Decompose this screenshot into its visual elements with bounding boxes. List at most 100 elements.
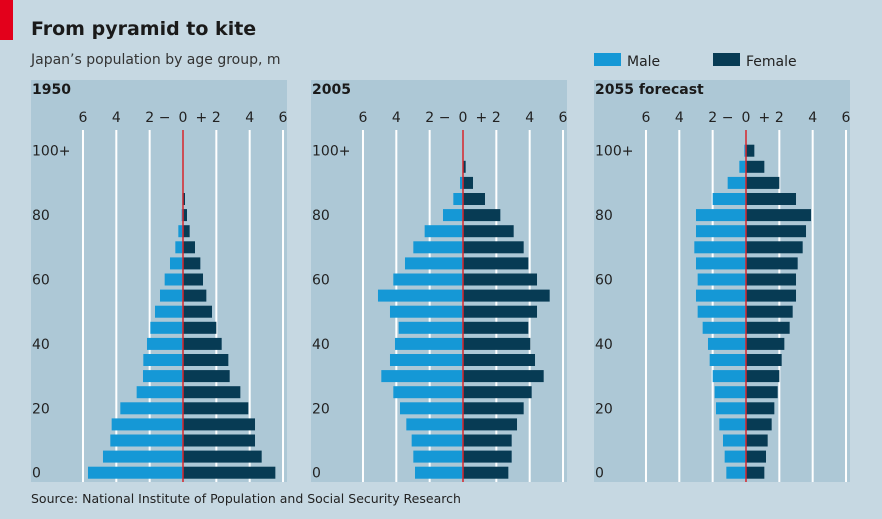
bar-male-65-69 (695, 257, 746, 270)
bar-male-20-24 (120, 402, 183, 415)
bar-female-75-79 (746, 225, 807, 238)
bar-male-30-34 (712, 370, 746, 383)
bar-male-35-39 (709, 354, 746, 366)
bar-male-30-34 (381, 370, 463, 383)
bar-female-95-99 (746, 160, 765, 173)
x-tick-label: + (195, 110, 207, 126)
bar-male-15-19 (111, 418, 183, 431)
bar-female-50-54 (746, 305, 793, 318)
panel-title: 1950 (32, 82, 71, 98)
bar-female-30-34 (183, 370, 230, 383)
bar-male-70-74 (694, 241, 746, 254)
bar-male-85-89 (712, 193, 746, 205)
bar-female-5-9 (183, 450, 262, 463)
bar-female-5-9 (746, 450, 767, 463)
bar-female-55-59 (746, 289, 797, 302)
x-tick-label: − (159, 110, 171, 126)
bar-male-50-54 (389, 305, 463, 318)
bar-female-20-24 (746, 402, 775, 415)
bar-male-55-59 (377, 289, 463, 302)
bar-female-40-44 (183, 337, 222, 350)
x-tick-label: 6 (642, 110, 651, 126)
bar-female-95-99 (463, 160, 466, 173)
bar-male-5-9 (413, 450, 463, 463)
x-tick-label: 0 (742, 110, 751, 126)
bar-female-50-54 (183, 305, 213, 318)
x-tick-label: 0 (459, 110, 468, 126)
bar-male-100+ (744, 144, 746, 157)
bar-female-0-4 (463, 466, 509, 479)
source-note: Source: National Institute of Population… (31, 491, 461, 506)
x-tick-label: + (758, 110, 770, 126)
bar-male-0-4 (414, 466, 463, 479)
bar-male-75-79 (424, 225, 463, 238)
legend-label-male: Male (627, 54, 660, 70)
bar-male-35-39 (143, 354, 183, 366)
y-tick-label: 40 (32, 337, 50, 353)
bar-male-60-64 (164, 273, 183, 286)
x-tick-label: 2 (145, 110, 154, 126)
bar-female-35-39 (183, 354, 229, 366)
x-tick-label: 4 (525, 110, 534, 126)
bar-female-90-94 (463, 176, 474, 189)
panel-background (31, 80, 287, 482)
bar-female-30-34 (463, 370, 544, 383)
bar-male-0-4 (87, 466, 183, 479)
x-tick-label: 2 (708, 110, 717, 126)
bar-female-85-89 (183, 193, 186, 205)
bar-female-25-29 (746, 386, 778, 399)
bar-female-40-44 (746, 337, 785, 350)
accent-bar (0, 0, 13, 40)
y-tick-label: 40 (595, 337, 613, 353)
bar-male-80-84 (442, 209, 463, 222)
bar-female-75-79 (183, 225, 190, 238)
bar-male-55-59 (695, 289, 746, 302)
y-tick-label: 0 (595, 466, 604, 482)
bar-female-60-64 (183, 273, 204, 286)
y-tick-label: 20 (312, 401, 330, 417)
bar-male-10-14 (722, 434, 746, 447)
bar-female-65-69 (746, 257, 798, 270)
panel-title: 2055 forecast (595, 82, 704, 98)
bar-male-5-9 (102, 450, 183, 463)
x-tick-label: 6 (79, 110, 88, 126)
bar-female-85-89 (746, 193, 797, 205)
chart-title: From pyramid to kite (31, 18, 256, 40)
bar-male-60-64 (393, 273, 463, 286)
bar-male-5-9 (724, 450, 746, 463)
x-tick-label: 2 (212, 110, 221, 126)
bar-male-45-49 (398, 321, 463, 334)
chart-subtitle: Japan’s population by age group, m (30, 52, 281, 68)
y-tick-label: 0 (312, 466, 321, 482)
bar-male-40-44 (394, 337, 463, 350)
x-tick-label: 2 (775, 110, 784, 126)
bar-female-90-94 (746, 176, 780, 189)
x-tick-label: 0 (179, 110, 188, 126)
y-tick-label: 40 (312, 337, 330, 353)
x-tick-label: − (722, 110, 734, 126)
bar-female-45-49 (746, 321, 790, 334)
bar-male-75-79 (178, 225, 183, 238)
bar-female-15-19 (746, 418, 772, 431)
legend-label-female: Female (746, 54, 797, 70)
bar-male-35-39 (389, 354, 463, 366)
bar-male-50-54 (697, 305, 746, 318)
bar-male-90-94 (727, 176, 746, 189)
bar-female-55-59 (463, 289, 550, 302)
bar-female-10-14 (463, 434, 512, 447)
bar-female-15-19 (183, 418, 256, 431)
bar-female-80-84 (746, 209, 812, 222)
bar-female-55-59 (183, 289, 207, 302)
legend-swatch-female (713, 53, 740, 66)
bar-male-25-29 (393, 386, 463, 399)
y-tick-label: 80 (595, 208, 613, 224)
bar-female-60-64 (746, 273, 797, 286)
bar-male-10-14 (110, 434, 183, 447)
bar-female-35-39 (463, 354, 536, 366)
bar-female-45-49 (183, 321, 217, 334)
x-tick-label: 4 (808, 110, 817, 126)
bar-female-70-74 (183, 241, 196, 254)
bar-female-10-14 (183, 434, 256, 447)
